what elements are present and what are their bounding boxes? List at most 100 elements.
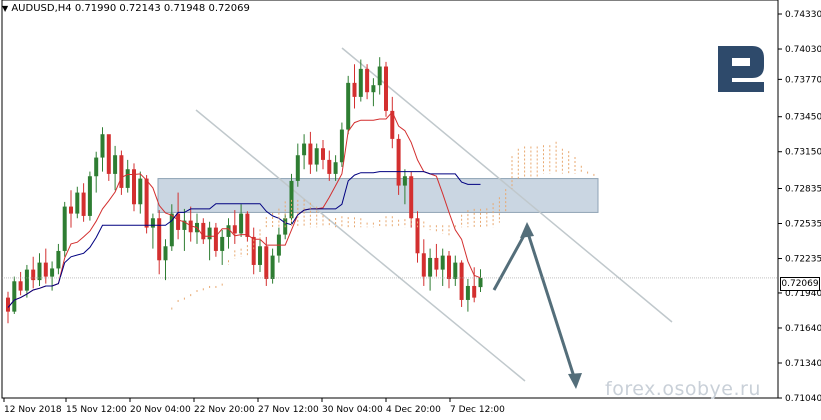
close-value: 0.72069 xyxy=(208,3,250,14)
candle-body xyxy=(339,129,344,163)
candle-body xyxy=(138,178,143,205)
candle-body xyxy=(270,255,275,279)
candle-body xyxy=(163,246,168,261)
low-value: 0.71948 xyxy=(163,3,206,14)
candle-body xyxy=(176,213,181,230)
y-tick-label: 0.73150 xyxy=(785,148,821,158)
candle-body xyxy=(308,143,313,165)
candle-body xyxy=(113,155,118,174)
candle-body xyxy=(245,213,250,237)
candle-body xyxy=(213,227,218,251)
candle-body xyxy=(226,225,231,237)
candle-body xyxy=(75,192,80,214)
y-tick-label: 0.71040 xyxy=(785,394,821,404)
candle-body xyxy=(188,220,193,233)
candle-body xyxy=(106,134,111,174)
candle-body xyxy=(24,269,29,291)
candle-body xyxy=(125,169,130,188)
y-tick-label: 0.72235 xyxy=(785,255,821,265)
candle-body xyxy=(18,281,23,291)
symbol-label: AUDUSD,H4 xyxy=(11,3,72,14)
candle-body xyxy=(365,68,370,93)
candle-body xyxy=(232,225,237,234)
candle-body xyxy=(447,255,451,279)
tenkan-line xyxy=(7,111,481,308)
candle-body xyxy=(390,110,395,139)
candle-body xyxy=(327,159,332,174)
candle-body xyxy=(264,246,269,279)
x-tick-label: 7 Dec 12:00 xyxy=(450,405,505,415)
candle-body xyxy=(62,206,67,251)
kijun-line xyxy=(7,171,481,308)
candle-body xyxy=(31,269,36,281)
y-tick-label: 0.72835 xyxy=(785,184,821,194)
candle-body xyxy=(402,176,407,186)
channel-lower-line xyxy=(195,109,526,382)
candle-body xyxy=(81,192,86,216)
candle-body xyxy=(434,257,439,270)
candle-body xyxy=(478,277,483,288)
y-tick-label: 0.71340 xyxy=(785,359,821,369)
candle-body xyxy=(453,262,458,279)
forecast-arrowhead-down xyxy=(568,373,582,389)
candle-body xyxy=(377,66,382,86)
y-tick-label: 0.72535 xyxy=(785,220,821,230)
candle-body xyxy=(384,66,388,111)
watermark-text: forex.osobye.ru xyxy=(605,378,761,400)
y-tick-label: 0.71940 xyxy=(785,289,821,299)
candle-body xyxy=(150,218,155,228)
candle-body xyxy=(352,82,357,97)
candle-body xyxy=(100,134,105,158)
resistance-zone xyxy=(157,178,599,213)
candle-body xyxy=(169,213,174,247)
current-price-tag: 0.72069 xyxy=(780,277,820,291)
y-tick-label: 0.73450 xyxy=(785,113,821,123)
forecast-arrowhead-up xyxy=(520,222,534,238)
candle-body xyxy=(415,218,420,254)
candle-body xyxy=(6,297,10,312)
collapse-triangle-icon[interactable]: ▼ xyxy=(2,4,9,13)
x-tick-label: 20 Nov 04:00 xyxy=(130,405,191,415)
x-tick-label: 15 Nov 12:00 xyxy=(66,405,127,415)
candle-body xyxy=(94,157,99,177)
candle-body xyxy=(465,285,470,300)
y-tick-label: 0.73770 xyxy=(785,75,821,85)
open-value: 0.71990 xyxy=(74,3,117,14)
candle-body xyxy=(289,180,294,219)
candle-body xyxy=(251,236,256,265)
candle-body xyxy=(409,176,414,219)
candle-body xyxy=(396,138,401,186)
candle-body xyxy=(346,82,351,130)
y-tick-label: 0.71640 xyxy=(785,324,821,334)
candle-body xyxy=(37,262,42,281)
candle-body xyxy=(119,155,124,188)
candle-body xyxy=(295,155,300,181)
candle-body xyxy=(207,227,212,240)
candle-body xyxy=(239,213,244,234)
candle-body xyxy=(333,162,338,174)
candle-body xyxy=(87,176,92,216)
x-tick-label: 30 Nov 04:00 xyxy=(322,405,383,415)
forecast-arrow-line xyxy=(492,226,577,381)
candle-body xyxy=(182,220,187,230)
candle-body xyxy=(50,268,55,277)
candle-body xyxy=(132,169,136,205)
plot-frame xyxy=(1,0,779,399)
candle-body xyxy=(144,178,149,228)
r-logo-icon xyxy=(718,46,764,92)
x-tick-label: 22 Nov 20:00 xyxy=(194,405,255,415)
candle-body xyxy=(12,281,17,312)
y-tick-label: 0.74330 xyxy=(785,10,821,20)
candle-body xyxy=(56,250,61,269)
candle-body xyxy=(440,255,445,270)
candle-body xyxy=(428,257,433,277)
candle-body xyxy=(201,222,206,240)
candle-body xyxy=(157,218,162,261)
channel-upper-line xyxy=(341,47,673,323)
candle-body xyxy=(69,206,73,214)
x-tick-label: 4 Dec 20:00 xyxy=(386,405,441,415)
chart-header: ▼ AUDUSD,H4 0.71990 0.72143 0.71948 0.72… xyxy=(2,3,250,15)
x-tick-label: 12 Nov 2018 xyxy=(4,405,62,415)
